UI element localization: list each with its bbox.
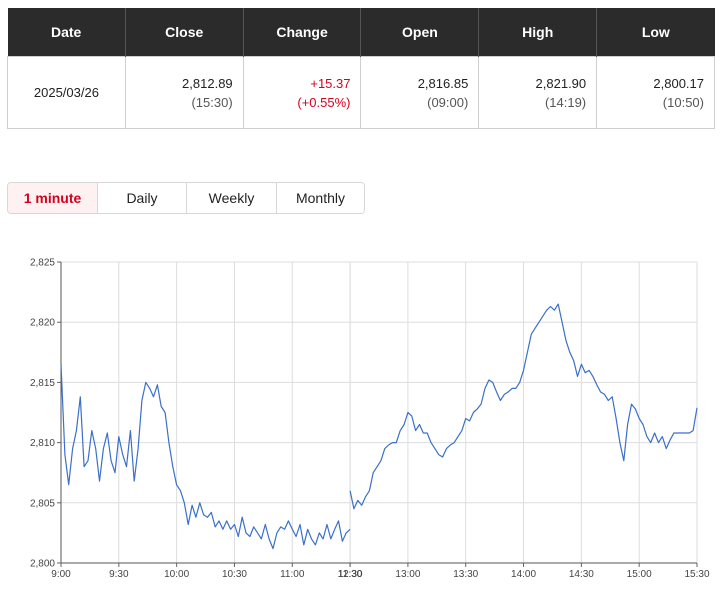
tab-1-minute[interactable]: 1 minute	[8, 183, 97, 213]
chart-series	[60, 303, 698, 550]
y-tick-label: 2,810	[30, 438, 55, 449]
low-value: 2,800.17	[653, 75, 704, 91]
close-cell: 2,812.89 (15:30)	[124, 56, 244, 129]
low-cell: 2,800.17 (10:50)	[596, 56, 715, 129]
interval-tabs: 1 minute Daily Weekly Monthly	[7, 182, 365, 214]
high-cell: 2,821.90 (14:19)	[478, 56, 598, 129]
y-tick-label: 2,815	[30, 378, 55, 389]
y-tick-label: 2,805	[30, 498, 55, 509]
x-tick-label: 15:00	[627, 569, 652, 580]
tab-monthly[interactable]: Monthly	[276, 183, 364, 213]
x-tick-label: 9:00	[51, 569, 71, 580]
x-tick-label: 10:00	[164, 569, 189, 580]
quote-header-row: Date Close Change Open High Low	[7, 8, 715, 57]
chart-grid	[60, 261, 698, 564]
open-cell: 2,816.85 (09:00)	[360, 56, 480, 129]
low-time: (10:50)	[662, 94, 704, 110]
x-tick-label: 10:30	[222, 569, 247, 580]
tab-daily[interactable]: Daily	[97, 183, 186, 213]
quote-row: 2025/03/26 2,812.89 (15:30) +15.37 (+0.5…	[7, 56, 715, 129]
header-close: Close	[124, 8, 244, 57]
intraday-line-chart: 2,800 2,805 2,810 2,815 2,820 2,825 9:00 9:30 10…	[30, 258, 710, 581]
afternoon-session-line	[349, 303, 698, 510]
chart-axes: 2,800 2,805 2,810 2,815 2,820 2,825 9:00 9:30 10…	[30, 258, 710, 581]
change-percent: (+0.55%)	[297, 94, 351, 110]
change-cell: +15.37 (+0.55%)	[242, 56, 362, 129]
close-time: (15:30)	[191, 94, 233, 110]
x-tick-label: 11:30	[338, 569, 363, 580]
morning-session-line	[60, 364, 351, 550]
x-tick-label: 12:30	[338, 569, 363, 580]
header-change: Change	[242, 8, 361, 57]
date-value: 2025/03/26	[7, 56, 126, 129]
y-tick-label: 2,800	[30, 559, 55, 570]
x-tick-label: 9:30	[109, 569, 129, 580]
quote-table: Date Close Change Open High Low 2025/03/…	[7, 8, 715, 129]
change-value: +15.37	[310, 75, 351, 91]
high-value: 2,821.90	[535, 75, 587, 91]
header-date: Date	[7, 8, 126, 57]
high-time: (14:19)	[544, 94, 587, 110]
x-tick-label: 13:00	[395, 569, 420, 580]
header-low: Low	[596, 8, 715, 57]
x-tick-label: 11:00	[280, 569, 305, 580]
y-tick-label: 2,825	[30, 258, 55, 269]
header-open: Open	[360, 8, 479, 57]
open-time: (09:00)	[427, 94, 469, 110]
x-tick-label: 14:30	[569, 569, 594, 580]
open-value: 2,816.85	[417, 75, 469, 91]
x-tick-label: 14:00	[511, 569, 536, 580]
header-high: High	[478, 8, 597, 57]
x-tick-label: 15:30	[684, 569, 709, 580]
tab-weekly[interactable]: Weekly	[186, 183, 276, 213]
x-tick-label: 13:30	[453, 569, 478, 580]
y-tick-label: 2,820	[30, 318, 55, 329]
close-value: 2,812.89	[182, 75, 233, 91]
